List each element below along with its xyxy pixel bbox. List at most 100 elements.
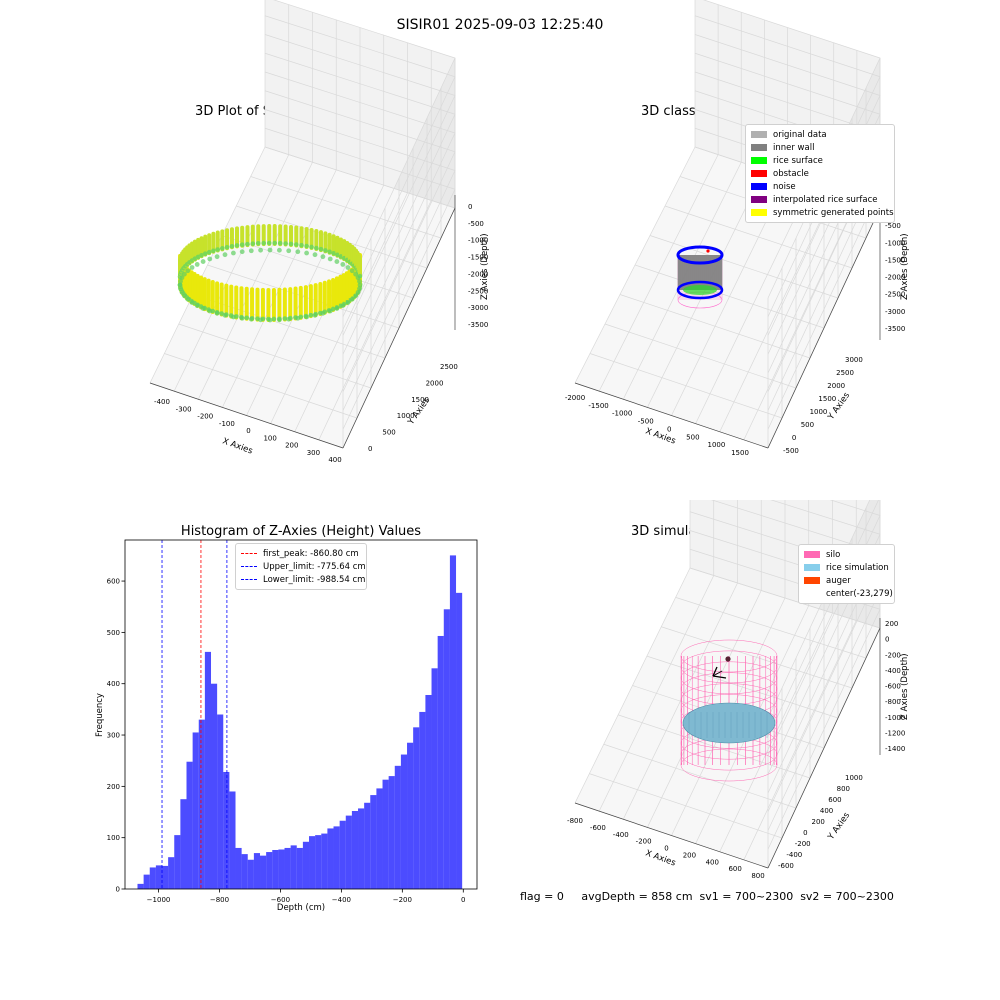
- simulation-ytick: 1000: [845, 774, 863, 782]
- raw-ztick: -1000: [468, 237, 488, 245]
- histogram-bar: [443, 609, 450, 889]
- raw-xtick: 0: [246, 427, 250, 435]
- simulation-x-axis: [574, 802, 769, 869]
- simulation-xlabel: X Axies: [644, 848, 677, 868]
- histogram-legend-item: Lower_limit: -988.54 cm: [241, 573, 365, 586]
- figure-title: SISIR01 2025-09-03 12:25:40: [396, 17, 604, 33]
- histogram-ytick-label: 100: [107, 834, 120, 842]
- histogram-y-ticks: 0 100 200 300 400 500 600: [107, 578, 125, 894]
- simulation-ytick: -200: [795, 840, 811, 848]
- histogram-bar: [370, 795, 377, 889]
- classify-xtick: -2000: [565, 394, 585, 402]
- raw-ztick: 0: [468, 203, 472, 211]
- simulation-legend: silo rice simulation auger center(-23,279): [798, 544, 895, 604]
- histogram-ytick-label: 600: [107, 578, 120, 586]
- histogram-bar: [388, 776, 395, 889]
- classify-legend-swatch: [751, 170, 767, 177]
- simulation-zlabel: Z Axies (Depth): [900, 653, 910, 720]
- simulation-xtick: 600: [728, 865, 741, 873]
- histogram-bar: [364, 802, 371, 889]
- simulation-ytick: 0: [803, 829, 807, 837]
- histogram-bar: [192, 732, 199, 889]
- simulation-legend-label: center(-23,279): [826, 588, 893, 599]
- histogram-legend: first_peak: -860.80 cm Upper_limit: -775.…: [235, 543, 367, 590]
- histogram-ytick-label: 300: [107, 732, 120, 740]
- simulation-ytick: -600: [778, 862, 794, 870]
- raw-ztick: -3500: [468, 321, 488, 329]
- raw-xlabel: X Axies: [221, 436, 254, 456]
- histogram-bar: [204, 651, 212, 889]
- histogram-bar: [296, 847, 303, 889]
- classify-x-axis: [574, 382, 769, 449]
- histogram-xtick-label: −400: [332, 896, 351, 904]
- classify-ztick: -1500: [885, 256, 905, 264]
- classify-ytick: 1500: [818, 395, 836, 403]
- classify-legend-label: original data: [773, 129, 827, 140]
- histogram-bar: [149, 867, 156, 889]
- histogram-bar: [198, 719, 205, 889]
- classify-ytick: 1000: [810, 408, 828, 416]
- histogram-bar: [333, 826, 340, 889]
- histogram-frame: [124, 539, 478, 890]
- classify-ztick: -1000: [885, 239, 905, 247]
- histogram-bar: [229, 791, 236, 889]
- raw-xtick: 300: [307, 449, 320, 457]
- histogram-bar: [358, 808, 365, 889]
- classify-legend-label: interpolated rice surface: [773, 194, 878, 205]
- histogram-bar: [272, 849, 279, 889]
- simulation-ytick: 200: [812, 818, 825, 826]
- silo-center-marker: [725, 656, 731, 662]
- histogram-bar: [217, 714, 224, 889]
- simulation-legend-item: center(-23,279): [804, 587, 893, 600]
- simulation-legend-label: silo: [826, 549, 841, 560]
- histogram-x-ticks: −1000 −800 −600 −400 −200 0: [147, 889, 466, 904]
- histogram-bar: [174, 835, 181, 889]
- histogram-bar: [180, 799, 187, 889]
- classify-ztick: -2500: [885, 291, 905, 299]
- histogram-bar: [235, 847, 242, 889]
- simulation-xtick: -400: [613, 831, 629, 839]
- classify-xlabel: X Axies: [644, 426, 677, 446]
- classify-xtick: -1000: [612, 410, 632, 418]
- histogram-bar: [327, 828, 334, 889]
- classify-legend-label: inner wall: [773, 142, 815, 153]
- histogram-bar: [425, 694, 432, 889]
- classify-xtick: -500: [638, 418, 654, 426]
- raw-ztick: -500: [468, 220, 484, 228]
- classify-legend-label: symmetric generated points: [773, 207, 894, 218]
- histogram-bar: [407, 742, 414, 889]
- raw-xtick: 200: [285, 442, 298, 450]
- simulation-ylabel: Y Axies: [826, 810, 853, 842]
- raw-xtick: -200: [197, 413, 213, 421]
- simulation-legend-swatch: [804, 577, 820, 584]
- raw-y-axis: [342, 207, 456, 449]
- histogram-bar: [260, 855, 267, 889]
- histogram-bar: [223, 771, 230, 889]
- classify-ztick: -500: [885, 222, 901, 230]
- histogram-xtick-label: 0: [461, 896, 465, 904]
- simulation-ytick: -400: [786, 851, 802, 859]
- simulation-ztick: -800: [885, 698, 901, 706]
- classify-y-axis: [767, 207, 881, 449]
- histogram-legend-label: Upper_limit: -775.64 cm: [263, 561, 366, 572]
- simulation-xtick: 200: [683, 851, 696, 859]
- raw-xtick: -300: [176, 405, 192, 413]
- simulation-ztick: -1200: [885, 729, 905, 737]
- histogram-bar: [284, 847, 291, 889]
- raw-ytick: 1500: [411, 396, 429, 404]
- classify-ztick: -3500: [885, 325, 905, 333]
- classify-ytick: 2500: [836, 369, 854, 377]
- simulation-y-axis: [767, 627, 881, 869]
- histogram-bar: [376, 788, 383, 889]
- histogram-bar: [137, 883, 144, 889]
- histogram-bar: [345, 815, 352, 889]
- raw-ytick: 2500: [440, 363, 458, 371]
- simulation-legend-swatch: [804, 564, 820, 571]
- simulation-xtick: -200: [636, 838, 652, 846]
- classify-3d-axes: [574, 0, 881, 449]
- classify-legend-swatch: [751, 144, 767, 151]
- simulation-xtick: -800: [567, 817, 583, 825]
- simulation-silo-model: [680, 639, 778, 782]
- histogram-legend-swatch: [241, 553, 257, 554]
